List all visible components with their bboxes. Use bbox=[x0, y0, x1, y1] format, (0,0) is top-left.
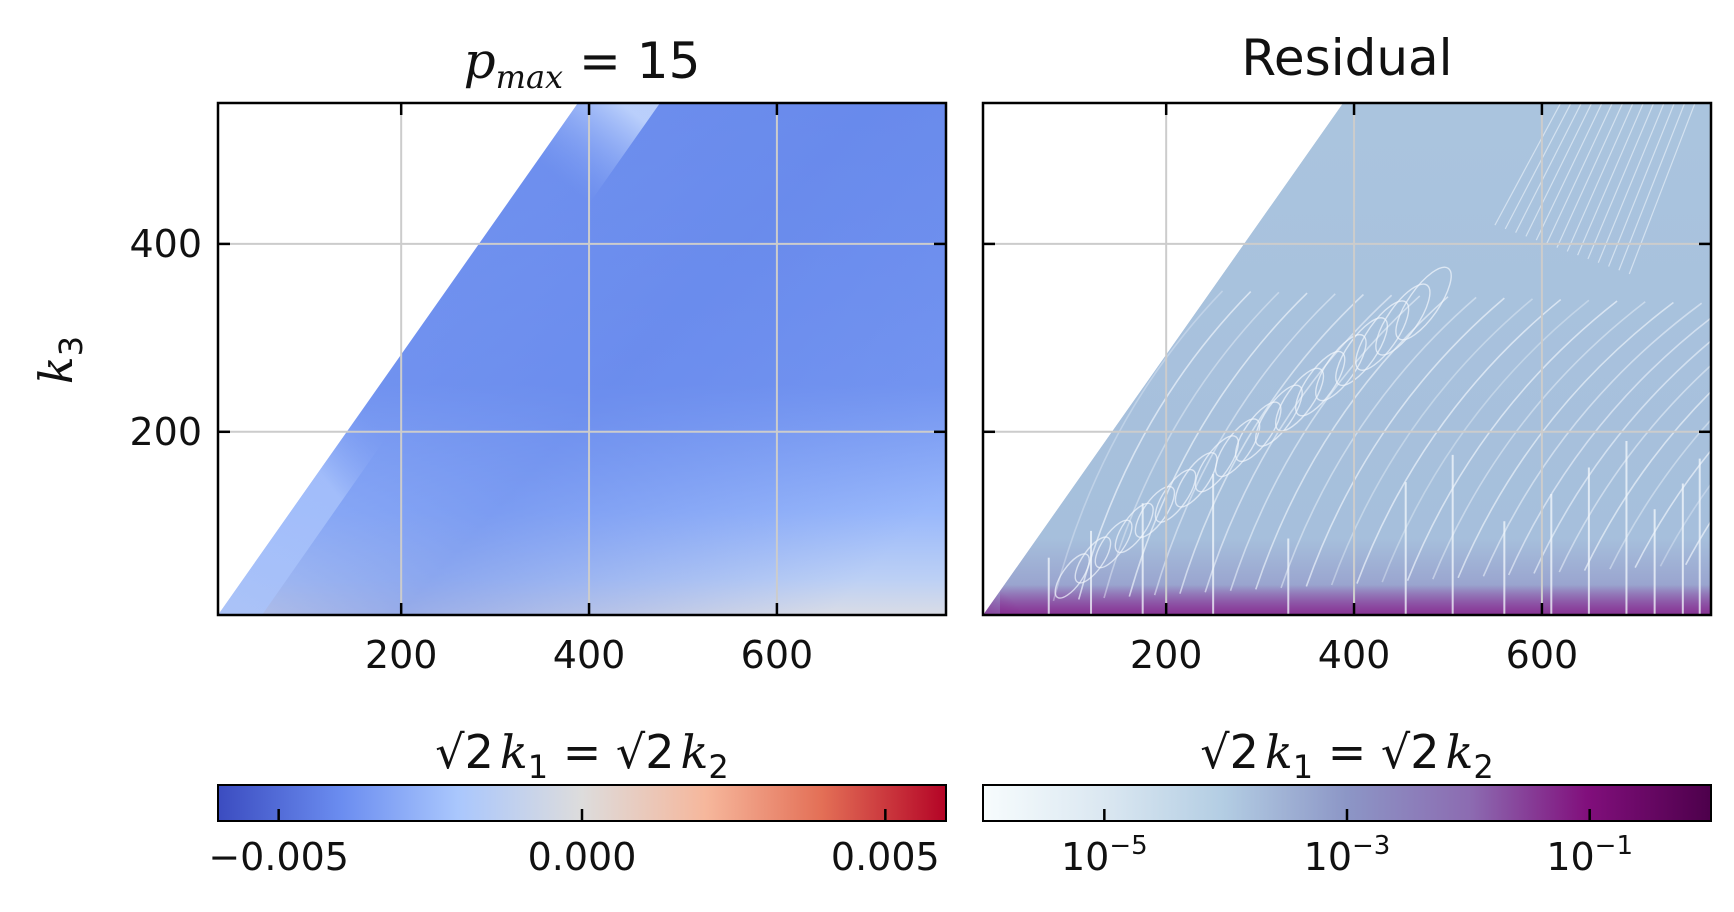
left-heatmap-band bbox=[218, 103, 946, 615]
right-panel: 200 400 600 Residual √2 k1 = √2 k2 10−5 10−3 1… bbox=[981, 29, 1713, 879]
right-ripple-loop-2 bbox=[1094, 519, 1133, 569]
right-ripple-diagonal-16 bbox=[1457, 301, 1674, 579]
left-panel: 200 400 600 200 400 pmax = 15 k3 √2 k1 = √2 k2… bbox=[29, 32, 948, 879]
right-heatmap-ripples bbox=[983, 103, 1711, 615]
right-ripple-diagonal-23 bbox=[1634, 449, 1711, 569]
right-ripple-corner-7 bbox=[1566, 103, 1634, 252]
left-ytick-label-0: 200 bbox=[129, 410, 202, 454]
right-ripple-diagonal-13 bbox=[1381, 299, 1590, 583]
right-ripple-diagonal-7 bbox=[1229, 295, 1421, 592]
left-colorbar-tick-label-2: 0.005 bbox=[831, 835, 940, 879]
right-ripple-corner-2 bbox=[1515, 103, 1582, 233]
left-colorbar-tick-label-1: 0.000 bbox=[528, 835, 637, 879]
left-xlabel: √2 k1 = √2 k2 bbox=[435, 725, 728, 786]
right-ripple-loop-16 bbox=[1375, 283, 1431, 356]
right-ripple-loop-4 bbox=[1134, 485, 1176, 538]
right-ripple-loop-6 bbox=[1174, 452, 1218, 508]
right-ripple-diagonal-5 bbox=[1179, 293, 1364, 594]
right-xtick-label-1: 400 bbox=[1318, 633, 1391, 677]
right-ripple-corner-9 bbox=[1587, 103, 1655, 260]
right-ripple-loop-0 bbox=[1054, 553, 1090, 599]
right-ripple-diagonal-14 bbox=[1406, 300, 1618, 581]
left-grid bbox=[218, 103, 946, 615]
left-ticks: 200 400 600 200 400 bbox=[129, 103, 946, 677]
right-ripple-diagonal-25 bbox=[1685, 519, 1711, 566]
right-frame bbox=[981, 101, 1713, 617]
right-heatmap bbox=[983, 103, 1711, 615]
right-colorbar-ticks: 10−5 10−3 10−1 bbox=[1061, 809, 1633, 879]
right-ripple-loop-10 bbox=[1254, 384, 1303, 447]
right-ripple-diagonal-22 bbox=[1609, 418, 1711, 570]
left-title: pmax = 15 bbox=[464, 32, 701, 96]
right-ripple-diagonal-4 bbox=[1153, 293, 1336, 596]
left-heatmap-edge-glow-low bbox=[218, 103, 620, 615]
right-ripple-corner-13 bbox=[1628, 103, 1696, 275]
left-ylabel: k3 bbox=[29, 336, 90, 384]
right-ripple-loop-11 bbox=[1275, 367, 1325, 432]
right-xtick-label-2: 600 bbox=[1506, 633, 1579, 677]
right-ripple-corner-11 bbox=[1608, 103, 1675, 267]
right-ripple-loop-8 bbox=[1214, 418, 1261, 478]
right-ripple-diagonal-19 bbox=[1533, 339, 1711, 574]
right-empty-region bbox=[983, 103, 1343, 615]
right-colorbar-tick-label-1: 10−3 bbox=[1304, 831, 1391, 879]
right-xlabel: √2 k1 = √2 k2 bbox=[1200, 725, 1493, 786]
left-heatmap bbox=[218, 103, 946, 615]
right-ripple-diagonal-11 bbox=[1330, 298, 1534, 586]
right-ripple-diagonal-20 bbox=[1558, 364, 1711, 573]
right-ripple-corner-12 bbox=[1618, 103, 1686, 271]
right-heatmap-bottom-band bbox=[1000, 585, 1711, 615]
right-ripple-loop-9 bbox=[1234, 401, 1282, 463]
right-ripple-loop-12 bbox=[1295, 350, 1346, 417]
right-colorbar-tick-label-2: 10−1 bbox=[1546, 831, 1633, 879]
right-title: Residual bbox=[1241, 29, 1452, 87]
right-grid bbox=[983, 103, 1711, 615]
right-ripple-diagonal-10 bbox=[1305, 297, 1505, 587]
right-ripple-corner-5 bbox=[1546, 103, 1613, 245]
right-ripple-loop-14 bbox=[1335, 317, 1388, 387]
right-ripple-corner-10 bbox=[1597, 103, 1665, 263]
left-xtick-label-0: 200 bbox=[365, 633, 438, 677]
left-xtick-label-1: 400 bbox=[553, 633, 626, 677]
right-ripple-corner-4 bbox=[1535, 103, 1603, 241]
right-ripple-loop-7 bbox=[1194, 435, 1239, 493]
right-ripple-loop-13 bbox=[1315, 333, 1367, 402]
right-ripple-diagonal-12 bbox=[1356, 298, 1562, 584]
right-ripple-loop-17 bbox=[1395, 266, 1452, 341]
right-ticks: 200 400 600 bbox=[983, 103, 1711, 677]
right-ripple-corner-3 bbox=[1525, 103, 1593, 237]
right-ripple-corner-0 bbox=[1494, 103, 1562, 226]
left-xtick-label-2: 600 bbox=[741, 633, 814, 677]
right-ripple-diagonal-21 bbox=[1583, 390, 1711, 571]
right-ripple-diagonal-3 bbox=[1128, 292, 1308, 597]
right-ripple-corner-6 bbox=[1556, 103, 1624, 248]
right-heatmap-corner bbox=[983, 582, 1030, 615]
left-colorbar-ticks: −0.005 0.000 0.005 bbox=[208, 809, 940, 879]
left-colorbar-tick-label-0: −0.005 bbox=[208, 835, 349, 879]
left-ytick-label-1: 400 bbox=[129, 222, 202, 266]
right-colorbar-tick-label-0: 10−5 bbox=[1061, 831, 1148, 879]
left-frame bbox=[216, 101, 948, 617]
right-xtick-label-0: 200 bbox=[1130, 633, 1203, 677]
right-ripple-diagonal-18 bbox=[1507, 317, 1711, 576]
right-ripple-corner-8 bbox=[1577, 103, 1644, 256]
right-ripple-diagonal-6 bbox=[1204, 294, 1393, 593]
right-ripple-loop-1 bbox=[1074, 536, 1112, 584]
right-ripple-diagonal-9 bbox=[1280, 296, 1477, 589]
right-ripple-corner-1 bbox=[1504, 103, 1572, 230]
